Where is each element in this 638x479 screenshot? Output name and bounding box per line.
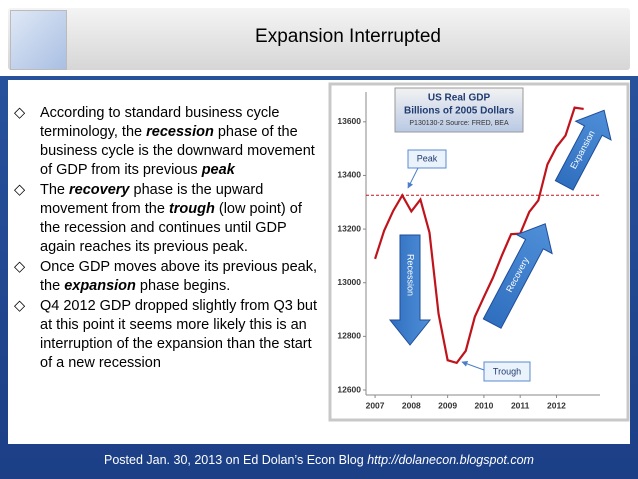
bullet-text: The bbox=[40, 182, 70, 198]
recession-label: Recession bbox=[406, 254, 416, 296]
logo bbox=[10, 10, 67, 70]
peak-box bbox=[407, 149, 447, 169]
x-tick-label: 2010 bbox=[474, 400, 493, 410]
x-tick-label: 2008 bbox=[402, 400, 421, 410]
peak-arrow bbox=[407, 167, 419, 189]
chart-subtitle: Billions of 2005 Dollars bbox=[404, 106, 514, 117]
x-tick-label: 2011 bbox=[511, 400, 530, 410]
bullet-text: phase of the business cycle is the downw… bbox=[40, 124, 315, 178]
bullet-text: Q4 2012 GDP dropped slightly from Q3 but… bbox=[40, 298, 317, 371]
expansion-shape bbox=[554, 109, 612, 191]
bullet-symbol: ◇ bbox=[14, 105, 26, 121]
y-tick-label: 13200 bbox=[337, 223, 361, 233]
y-tick-label: 13000 bbox=[337, 277, 361, 287]
bullet: ◇ Q4 2012 GDP dropped slightly from Q3 bu… bbox=[14, 297, 324, 373]
bullet-symbol: ◇ bbox=[14, 259, 26, 275]
bullet-text: Once GDP moves above its previous peak, … bbox=[40, 259, 317, 294]
y-tick-label: 13400 bbox=[337, 170, 361, 180]
trough-arrow bbox=[461, 361, 485, 371]
y-tick-label: 13600 bbox=[337, 116, 361, 126]
bullet-list: ◇ According to standard business cycle te… bbox=[14, 104, 324, 374]
x-tick-label: 2007 bbox=[366, 400, 385, 410]
y-tick-label: 12600 bbox=[337, 384, 361, 394]
bullet-text: According to standard business cycle ter… bbox=[40, 105, 280, 140]
data-line bbox=[374, 106, 584, 365]
bullet: ◇ The recovery phase is the upward moveme… bbox=[14, 181, 324, 257]
recession-arrow bbox=[388, 234, 432, 346]
bullet-text: (low point) of the recession and continu… bbox=[40, 201, 302, 255]
emphasis-text: expansion bbox=[64, 278, 136, 294]
bullet: ◇ According to standard business cycle te… bbox=[14, 104, 324, 180]
trough-label: Trough bbox=[493, 366, 521, 376]
x-tick-label: 2009 bbox=[438, 400, 457, 410]
footer-url: http://dolanecon.blogspot.com bbox=[367, 453, 534, 467]
emphasis-text: peak bbox=[201, 162, 235, 178]
footer-text: Posted Jan. 30, 2013 on Ed Dolan’s Econ … bbox=[104, 453, 364, 467]
chart-title: US Real GDP bbox=[428, 93, 491, 104]
peak-label: Peak bbox=[417, 153, 438, 163]
chart-title-box bbox=[394, 87, 524, 133]
recovery-shape bbox=[482, 223, 553, 329]
y-tick-label: 12800 bbox=[337, 331, 361, 341]
bullet-symbol: ◇ bbox=[14, 298, 26, 314]
emphasis-text: recovery bbox=[69, 182, 130, 198]
chart-source: P130130-2 Source: FRED, BEA bbox=[409, 120, 509, 127]
x-tick-label: 2012 bbox=[547, 400, 566, 410]
header-bar bbox=[8, 8, 630, 70]
bullet: ◇ Once GDP moves above its previous peak,… bbox=[14, 258, 324, 296]
slide-title: Expansion Interrupted bbox=[255, 26, 441, 47]
bullet-text: phase begins. bbox=[135, 278, 231, 294]
bullet-symbol: ◇ bbox=[14, 182, 26, 198]
bullet-text: phase is the upward movement from the bbox=[40, 182, 264, 217]
emphasis-text: trough bbox=[168, 201, 215, 217]
footer: Posted Jan. 30, 2013 on Ed Dolan’s Econ … bbox=[0, 453, 638, 467]
emphasis-text: recession bbox=[146, 124, 214, 140]
trough-box bbox=[483, 361, 531, 382]
